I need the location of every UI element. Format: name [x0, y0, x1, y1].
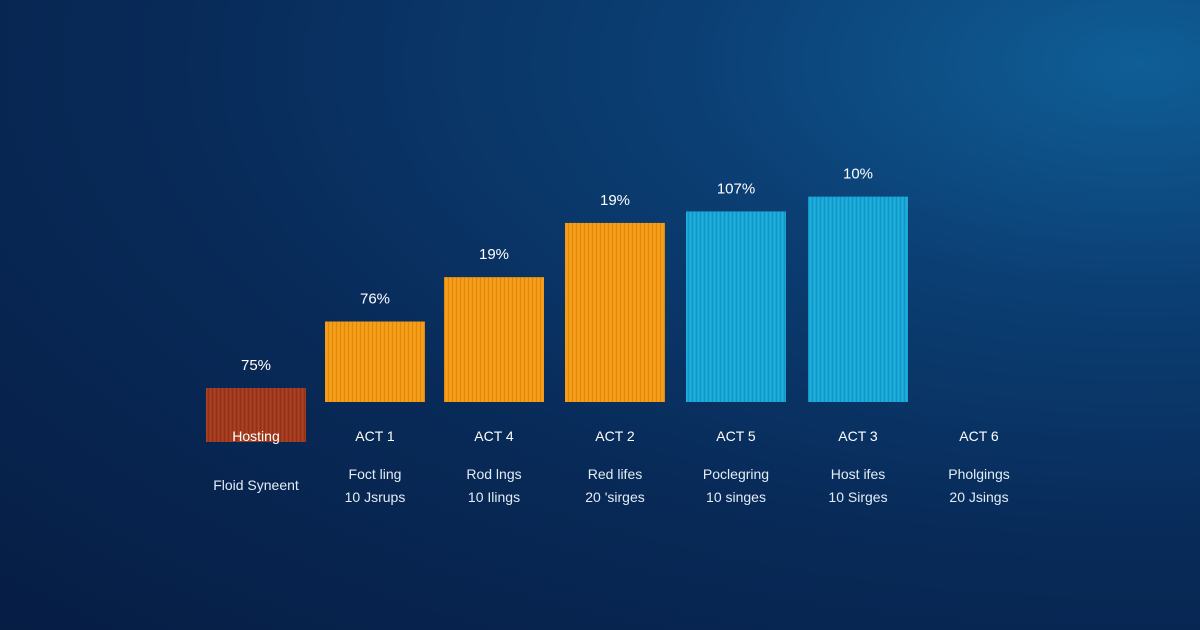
bar-texture-3: [444, 277, 544, 402]
bar-texture-5: [686, 211, 786, 402]
category-label-7: ACT 6: [959, 428, 999, 444]
category-label-3: ACT 4: [474, 428, 514, 444]
category-label-1: Hosting: [232, 428, 279, 444]
bar-texture-6: [808, 196, 908, 402]
category-label-4: ACT 2: [595, 428, 635, 444]
category-label-5: ACT 5: [716, 428, 756, 444]
bars-layer: [206, 196, 908, 442]
data-label-3: 19%: [479, 246, 509, 263]
description-line1-6: Host ifes: [831, 466, 885, 482]
description-line1-7: Pholgings: [948, 466, 1010, 482]
labels-layer: 75% Hosting Floid Syneent 76% ACT 1 Foct ling…: [213, 166, 1010, 505]
data-label-4: 19%: [600, 192, 630, 209]
description-line2-3: 10 Ilings: [468, 489, 520, 505]
data-label-6: 10%: [843, 166, 873, 183]
description-line1-3: Rod lngs: [466, 466, 521, 482]
bar-texture-1: [206, 388, 306, 442]
category-label-6: ACT 3: [838, 428, 878, 444]
description-line2-6: 10 Sirges: [828, 489, 887, 505]
bar-texture-2: [325, 321, 425, 402]
description-line2-2: 10 Jsrups: [345, 489, 406, 505]
category-label-2: ACT 1: [355, 428, 395, 444]
description-line1-2: Foct ling: [349, 466, 402, 482]
description-line2-5: 10 singes: [706, 489, 766, 505]
bar-texture-4: [565, 222, 665, 402]
data-label-2: 76%: [360, 291, 390, 308]
description-line2-4: 20 'sirges: [585, 489, 644, 505]
description-line2-7: 20 Jsings: [949, 489, 1008, 505]
data-label-1: 75%: [241, 357, 271, 374]
description-line1-1: Floid Syneent: [213, 477, 299, 493]
data-label-5: 107%: [717, 180, 755, 197]
description-line1-4: Red lifes: [588, 466, 642, 482]
description-line1-5: Poclegring: [703, 466, 769, 482]
